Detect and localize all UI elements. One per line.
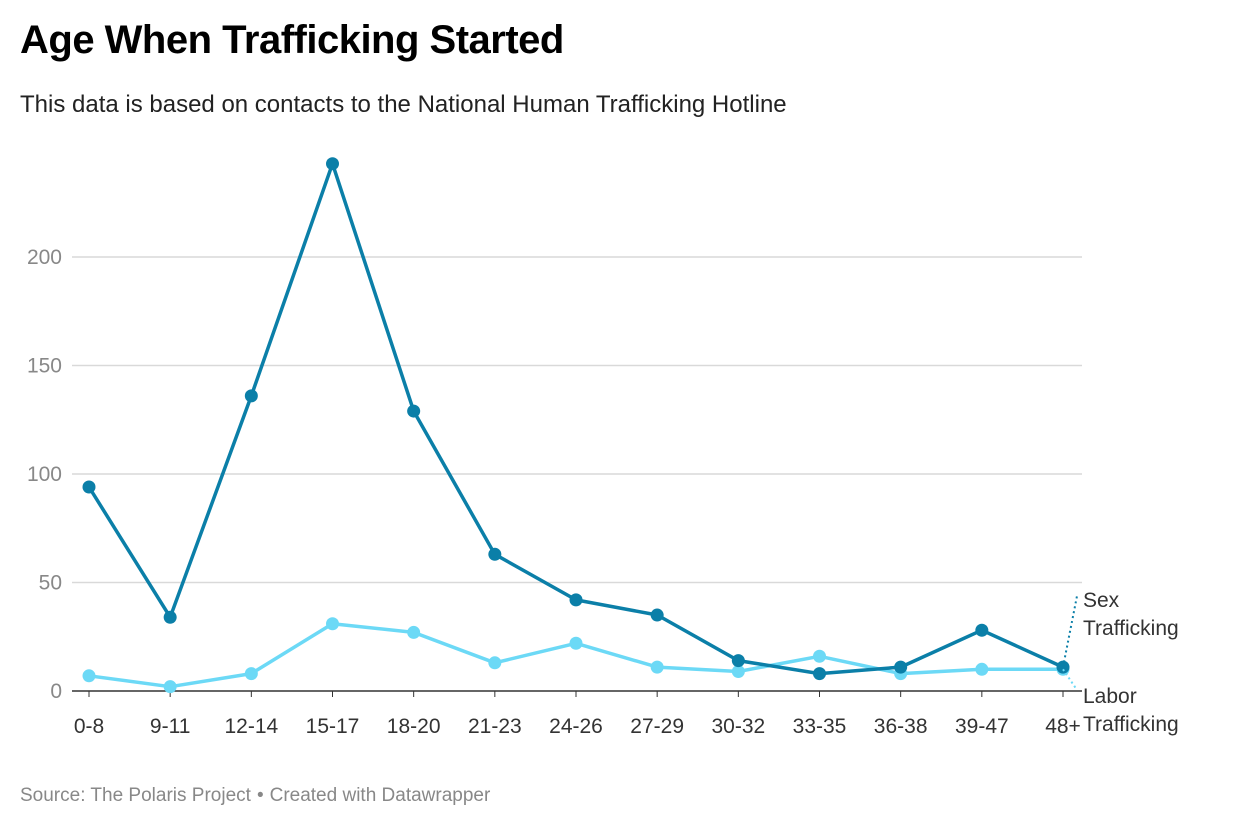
footer-separator: • bbox=[256, 785, 264, 806]
x-tick-label: 15-17 bbox=[306, 715, 360, 738]
data-point[interactable] bbox=[731, 654, 745, 668]
y-axis-ticks: 0 50 100 150 200 bbox=[27, 246, 62, 703]
y-tick-label: 150 bbox=[27, 355, 62, 378]
data-point[interactable] bbox=[975, 623, 989, 637]
x-tick-label: 21-23 bbox=[468, 715, 522, 738]
x-tick-label: 0-8 bbox=[74, 715, 104, 738]
series-label: Sex bbox=[1083, 589, 1120, 612]
data-point[interactable] bbox=[894, 660, 908, 674]
series-sex-trafficking bbox=[82, 157, 1070, 681]
series-labor-trafficking bbox=[82, 617, 1070, 694]
data-point[interactable] bbox=[326, 157, 339, 171]
data-point[interactable] bbox=[326, 617, 339, 631]
x-tick-label: 12-14 bbox=[224, 715, 278, 738]
data-point[interactable] bbox=[569, 636, 583, 650]
series-lines bbox=[82, 157, 1070, 694]
data-point[interactable] bbox=[650, 608, 664, 622]
data-point[interactable] bbox=[731, 664, 745, 678]
series-label: Trafficking bbox=[1083, 713, 1179, 736]
data-point[interactable] bbox=[244, 389, 258, 403]
data-point[interactable] bbox=[813, 667, 826, 681]
x-axis-ticks: 0-8 9-11 12-14 15-17 18-20 21-23 24-26 27-29 30-… bbox=[74, 691, 1081, 738]
series-label: Trafficking bbox=[1083, 617, 1179, 640]
x-tick-label: 9-11 bbox=[150, 715, 190, 738]
x-tick-label: 48+ bbox=[1045, 715, 1081, 738]
x-tick-label: 33-35 bbox=[793, 715, 847, 738]
y-tick-label: 0 bbox=[50, 680, 62, 703]
x-tick-label: 39-47 bbox=[955, 715, 1009, 738]
data-point[interactable] bbox=[488, 547, 502, 561]
x-tick-label: 24-26 bbox=[549, 715, 603, 738]
data-point[interactable] bbox=[650, 660, 664, 674]
y-tick-label: 50 bbox=[39, 572, 62, 595]
data-point[interactable] bbox=[407, 404, 421, 418]
data-point[interactable] bbox=[975, 662, 989, 676]
y-tick-label: 100 bbox=[27, 463, 62, 486]
series-labels: Sex Trafficking Labor Trafficking bbox=[1062, 589, 1179, 736]
x-tick-label: 27-29 bbox=[630, 715, 684, 738]
data-point[interactable] bbox=[163, 680, 177, 694]
label-connector bbox=[1062, 668, 1078, 691]
source-note: Source: The Polaris Project bbox=[20, 785, 251, 806]
data-point[interactable] bbox=[163, 610, 177, 624]
x-tick-label: 30-32 bbox=[711, 715, 765, 738]
gridlines bbox=[72, 256, 1082, 692]
x-tick-label: 36-38 bbox=[874, 715, 928, 738]
data-point[interactable] bbox=[813, 649, 826, 663]
series-line bbox=[88, 621, 1063, 689]
y-tick-label: 200 bbox=[27, 246, 62, 269]
chart-subtitle: This data is based on contacts to the Na… bbox=[20, 91, 787, 118]
data-point[interactable] bbox=[569, 593, 583, 607]
data-point[interactable] bbox=[488, 656, 502, 670]
chart-title: Age When Trafficking Started bbox=[20, 18, 564, 62]
data-point[interactable] bbox=[244, 667, 258, 681]
x-tick-label: 18-20 bbox=[387, 715, 441, 738]
credit-note: Created with Datawrapper bbox=[269, 785, 491, 806]
chart-footer: Source: The Polaris Project • Created with… bbox=[20, 785, 490, 807]
data-point[interactable] bbox=[82, 480, 96, 494]
label-connector bbox=[1062, 595, 1078, 668]
data-point[interactable] bbox=[82, 669, 96, 683]
data-point[interactable] bbox=[407, 625, 421, 639]
series-label: Labor bbox=[1083, 685, 1137, 708]
